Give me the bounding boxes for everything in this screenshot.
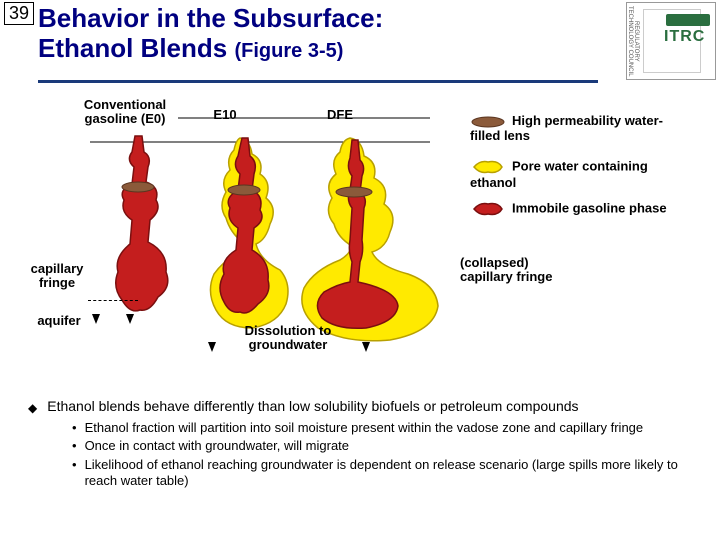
logo-text: ITRC — [664, 28, 705, 46]
page-number: 39 — [4, 2, 34, 25]
legend-pore: Pore water containing ethanol — [470, 158, 690, 190]
label-aquifer: aquifer — [34, 314, 84, 328]
bullet-list: ◆ Ethanol blends behave differently than… — [28, 398, 698, 491]
arrow-diss-1 — [208, 342, 216, 352]
legend-immobile: Immobile gasoline phase — [470, 200, 690, 218]
title-line2: Ethanol Blends (Figure 3-5) — [38, 34, 383, 64]
logo-banner — [666, 14, 710, 26]
immobile-icon — [470, 200, 506, 218]
pore-icon — [470, 158, 506, 176]
bullet-sub3: •Likelihood of ethanol reaching groundwa… — [72, 457, 698, 490]
plume-e0 — [90, 132, 190, 332]
arrow-aquifer-2 — [126, 314, 134, 324]
lens-icon — [470, 115, 506, 129]
logo-box: ITRC — [643, 9, 701, 73]
subsurface-diagram: Conventional gasoline (E0) E10 DFE High … — [30, 92, 690, 372]
bullet-main: ◆ Ethanol blends behave differently than… — [28, 398, 698, 416]
diamond-icon: ◆ — [28, 401, 37, 416]
label-capillary: capillary fringe — [26, 262, 88, 291]
title-rule — [38, 80, 598, 83]
slide-title: Behavior in the Subsurface: Ethanol Blen… — [38, 4, 383, 64]
label-dissolution: Dissolution to groundwater — [218, 324, 358, 353]
title-line1: Behavior in the Subsurface: — [38, 4, 383, 34]
logo-vertical-text: REGULATORY TECHNOLOGY COUNCIL — [629, 5, 639, 77]
legend-lens: High permeability water-filled lens — [470, 114, 690, 143]
bullet-sub1: •Ethanol fraction will partition into so… — [72, 420, 698, 436]
itrc-logo: REGULATORY TECHNOLOGY COUNCIL ITRC — [626, 2, 716, 80]
label-collapsed: (collapsed) capillary fringe — [460, 256, 580, 285]
plume-dfe — [290, 132, 460, 352]
bullet-sub2: •Once in contact with groundwater, will … — [72, 438, 698, 454]
arrow-aquifer-1 — [92, 314, 100, 324]
dashed-capillary — [88, 300, 138, 301]
arrow-diss-2 — [362, 342, 370, 352]
